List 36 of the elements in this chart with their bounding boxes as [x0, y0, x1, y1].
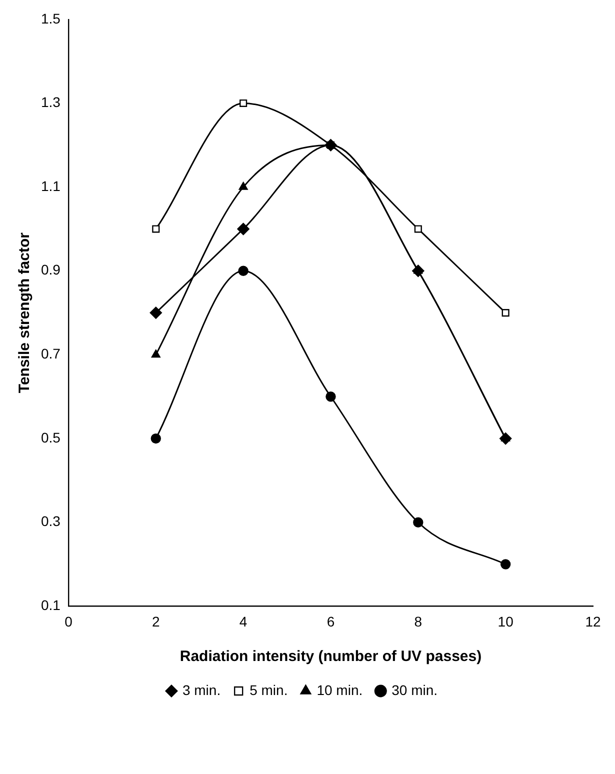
point	[238, 182, 248, 190]
point	[414, 225, 422, 233]
point	[150, 306, 162, 319]
point	[413, 517, 424, 528]
x-tick-label: 12	[585, 613, 601, 630]
legend-label: 30 min.	[392, 682, 438, 698]
y-tick-label: 1.3	[40, 94, 61, 110]
point	[412, 264, 424, 277]
point	[324, 139, 337, 152]
legend-label: 10 min.	[316, 682, 363, 698]
point	[326, 392, 336, 402]
y-tick-label: 0.1	[40, 597, 61, 614]
y-tick-label: 1.1	[40, 178, 61, 194]
x-tick-label: 0	[64, 613, 73, 630]
point	[152, 225, 160, 233]
point	[151, 350, 160, 358]
y-tick-label: 0.7	[40, 346, 61, 362]
x-tick-label: 4	[239, 613, 248, 630]
x-tick-label: 10	[498, 613, 514, 630]
x-tick-label: 8	[414, 613, 422, 630]
x-axis-title: Radiation intensity (number of UV passes)	[180, 648, 482, 666]
point	[237, 222, 250, 236]
point	[150, 433, 161, 444]
y-tick-label: 1.5	[40, 10, 61, 26]
point	[502, 309, 510, 317]
legend-label: 5 min.	[250, 682, 288, 698]
point	[500, 559, 511, 570]
y-tick-label: 0.9	[40, 262, 61, 278]
point	[238, 266, 248, 276]
point	[240, 99, 248, 108]
x-tick-label: 6	[326, 613, 335, 630]
y-tick-label: 0.3	[40, 513, 61, 530]
y-axis-title: Tensile strength factor	[16, 232, 34, 394]
legend-label: 3 min.	[182, 682, 221, 698]
x-tick-label: 2	[152, 613, 160, 630]
y-tick-label: 0.5	[40, 429, 61, 446]
